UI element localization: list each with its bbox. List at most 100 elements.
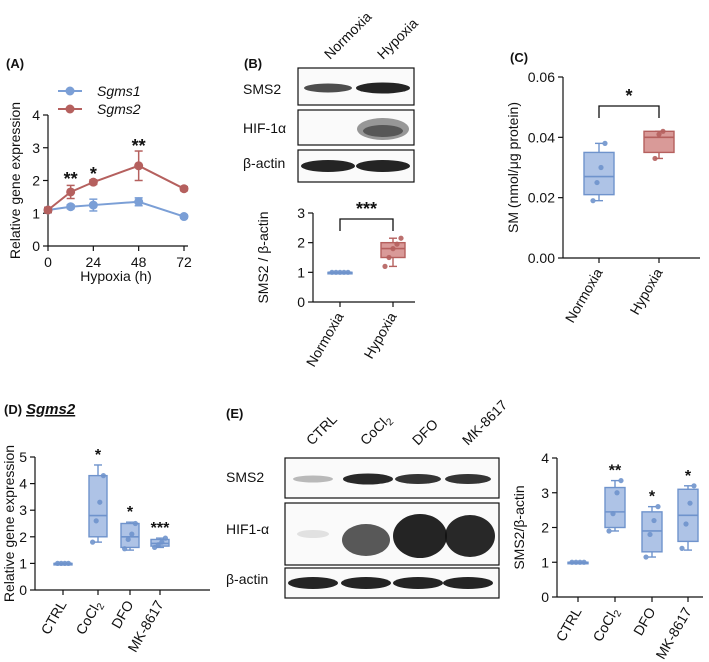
panel-d-title: Sgms2 bbox=[26, 401, 76, 418]
legend-marker bbox=[65, 104, 75, 114]
data-point-sgms2 bbox=[88, 177, 98, 187]
data-point bbox=[386, 254, 392, 261]
data-point bbox=[573, 559, 579, 565]
category-label: CTRL bbox=[552, 604, 584, 644]
data-point bbox=[590, 198, 596, 204]
data-point-sgms1 bbox=[66, 202, 76, 212]
blot-e-row-hif1a: HIF1-α bbox=[226, 521, 269, 537]
category-label: Normoxia bbox=[303, 309, 347, 369]
band bbox=[297, 530, 329, 538]
y-axis-label: SM (nmol/μg protein) bbox=[505, 102, 521, 233]
data-point bbox=[643, 554, 649, 560]
data-point-sgms1 bbox=[134, 197, 144, 207]
data-point bbox=[100, 473, 106, 479]
data-point bbox=[159, 539, 165, 545]
data-point bbox=[683, 521, 689, 527]
x-tick-label: 0 bbox=[44, 254, 52, 270]
blot-e-row-sms2: SMS2 bbox=[226, 469, 264, 485]
band bbox=[356, 82, 410, 94]
data-point bbox=[129, 531, 135, 537]
category-label: DFO bbox=[108, 597, 137, 631]
band bbox=[356, 160, 410, 172]
band bbox=[304, 83, 352, 93]
data-point bbox=[398, 235, 404, 241]
y-tick-label: 0.04 bbox=[528, 129, 555, 145]
legend-label-sgms2: Sgms2 bbox=[97, 101, 141, 117]
data-point bbox=[337, 269, 343, 275]
y-tick-label: 1 bbox=[32, 205, 40, 221]
chart-c: 0.00 0.02 0.04 0.06 SM (nmol/μg protein) Norm… bbox=[505, 69, 700, 325]
data-point bbox=[65, 560, 71, 567]
x-axis-label: Hypoxia (h) bbox=[80, 268, 152, 284]
band bbox=[445, 474, 491, 484]
band bbox=[393, 577, 443, 589]
band bbox=[293, 475, 333, 483]
data-point bbox=[647, 531, 653, 538]
blot-b-row-hif1a: HIF-1α bbox=[243, 120, 286, 136]
y-tick-label: 3 bbox=[541, 485, 549, 501]
data-point bbox=[598, 164, 604, 171]
y-tick-label: 1 bbox=[541, 554, 549, 570]
data-point-sgms1 bbox=[179, 212, 189, 222]
band bbox=[342, 524, 390, 556]
y-tick-label: 2 bbox=[19, 529, 27, 545]
y-tick-label: 3 bbox=[19, 502, 27, 518]
panel-label-e: (E) bbox=[226, 406, 243, 421]
y-tick-label: 1 bbox=[297, 264, 305, 280]
data-point-sgms2 bbox=[66, 187, 76, 197]
data-point bbox=[58, 560, 64, 567]
y-tick-label: 4 bbox=[32, 107, 40, 123]
data-point bbox=[329, 269, 335, 275]
category-label: Normoxia bbox=[562, 265, 606, 325]
data-point bbox=[594, 179, 600, 186]
x-tick-label: 24 bbox=[86, 254, 102, 270]
blot-b-row-sms2: SMS2 bbox=[243, 81, 281, 97]
significance-label: *** bbox=[151, 520, 170, 537]
significance-label: ** bbox=[609, 463, 622, 480]
y-tick-label: 0 bbox=[19, 582, 27, 598]
significance-label: * bbox=[90, 164, 97, 184]
panel-label-d: (D) bbox=[4, 402, 22, 417]
western-blot-e: CTRL CoCl2 DFO MK-8617 SMS2 HIF1-α β-act… bbox=[226, 396, 511, 599]
blot-e-column-mk8617: MK-8617 bbox=[459, 396, 511, 448]
data-point-sgms2 bbox=[43, 205, 53, 215]
y-tick-label: 2 bbox=[32, 173, 40, 189]
data-point bbox=[652, 155, 658, 162]
blot-e-column-cocl2: CoCl2 bbox=[357, 411, 397, 451]
legend-marker bbox=[65, 86, 75, 96]
data-point bbox=[341, 269, 347, 275]
band bbox=[301, 160, 355, 172]
data-point bbox=[382, 263, 388, 269]
box bbox=[641, 511, 663, 553]
category-label: Hypoxia bbox=[626, 265, 665, 317]
category-label: CoCl2 bbox=[589, 604, 624, 646]
band bbox=[341, 577, 391, 589]
significance-label: *** bbox=[356, 199, 377, 219]
band bbox=[393, 514, 447, 558]
data-point bbox=[394, 241, 400, 247]
panel-label-c: (C) bbox=[510, 50, 528, 65]
data-point bbox=[651, 517, 657, 524]
y-tick-label: 4 bbox=[19, 476, 27, 492]
chart-a: 0 1 2 3 4 Relative gene expression 0 24 48 72 Hypo… bbox=[7, 83, 192, 284]
data-point bbox=[610, 510, 616, 517]
band bbox=[445, 515, 495, 557]
panel-label-b: (B) bbox=[244, 56, 262, 71]
legend-label-sgms1: Sgms1 bbox=[97, 83, 141, 99]
y-tick-label: 2 bbox=[541, 520, 549, 536]
significance-label: ** bbox=[132, 136, 146, 156]
y-tick-label: 3 bbox=[297, 205, 305, 221]
data-point bbox=[606, 528, 612, 534]
data-point bbox=[581, 559, 587, 565]
band bbox=[363, 125, 403, 137]
chart-b: 0 1 2 3 SMS2 / β-actin Normoxia Hypoxia *** bbox=[255, 199, 415, 369]
blot-b-row-actin: β-actin bbox=[243, 155, 285, 171]
box bbox=[604, 486, 626, 529]
box bbox=[583, 151, 615, 196]
y-tick-label: 5 bbox=[19, 449, 27, 465]
data-point bbox=[90, 539, 96, 545]
data-point bbox=[602, 140, 608, 146]
data-point bbox=[679, 545, 685, 551]
